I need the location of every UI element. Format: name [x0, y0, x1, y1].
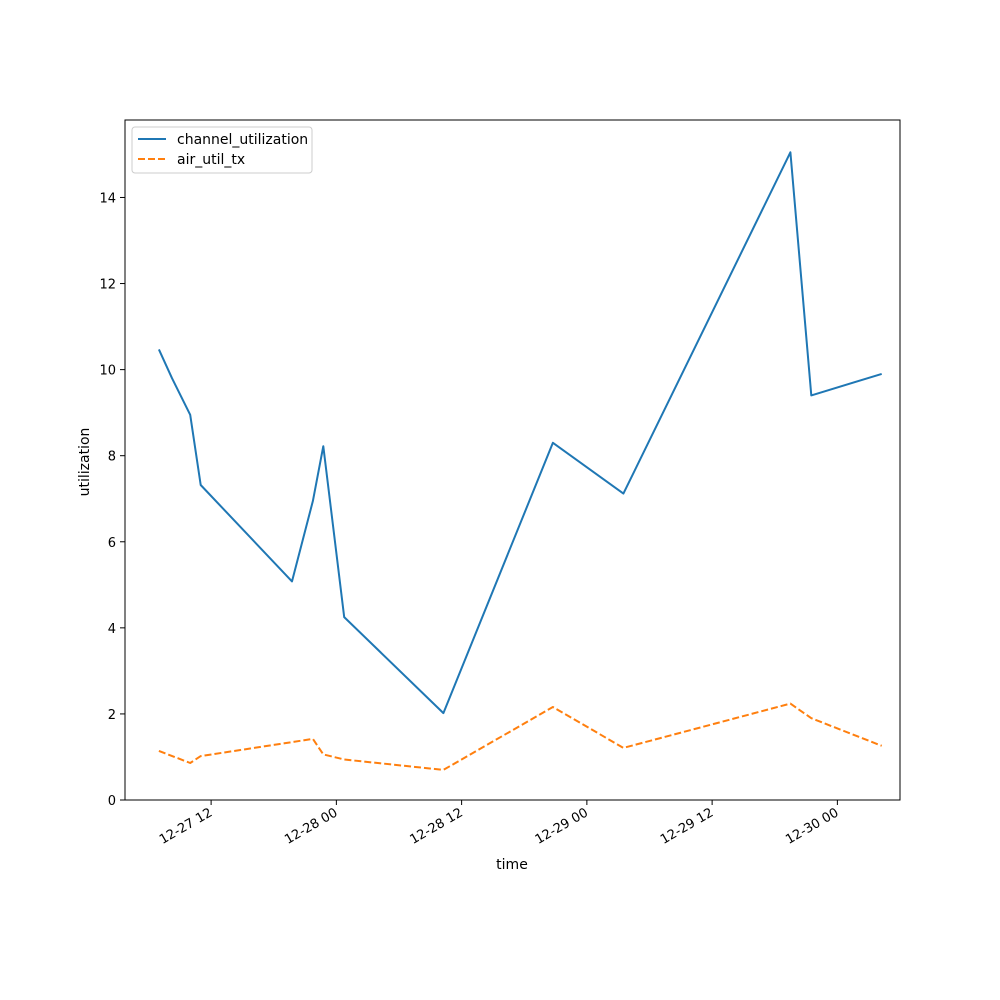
y-tick-label-3: 6	[108, 536, 116, 551]
series-layer	[157, 151, 883, 771]
series-line-channel_utilization	[157, 151, 882, 715]
y-axis: 0 2 4 6 8 10 12 14	[99, 191, 125, 809]
legend-box	[131, 126, 313, 174]
y-tick-label-5: 10	[99, 364, 116, 379]
y-tick-label-7: 14	[99, 191, 116, 206]
y-tick-label-2: 4	[108, 622, 116, 637]
series-line-air_util_tx	[158, 702, 883, 771]
legend-label-channel_utilization: channel_utilization	[177, 132, 308, 148]
x-axis-title: time	[496, 857, 528, 873]
y-tick-label-1: 2	[108, 708, 116, 723]
legend-label-air_util_tx: air_util_tx	[177, 152, 245, 168]
y-tick-label-6: 12	[99, 278, 116, 293]
y-tick-label-4: 8	[108, 450, 116, 465]
y-tick-label-0: 0	[108, 794, 116, 809]
legend: channel_utilization air_util_tx	[131, 126, 313, 174]
plot-frame	[124, 119, 901, 801]
y-axis-title: utilization	[77, 428, 93, 497]
